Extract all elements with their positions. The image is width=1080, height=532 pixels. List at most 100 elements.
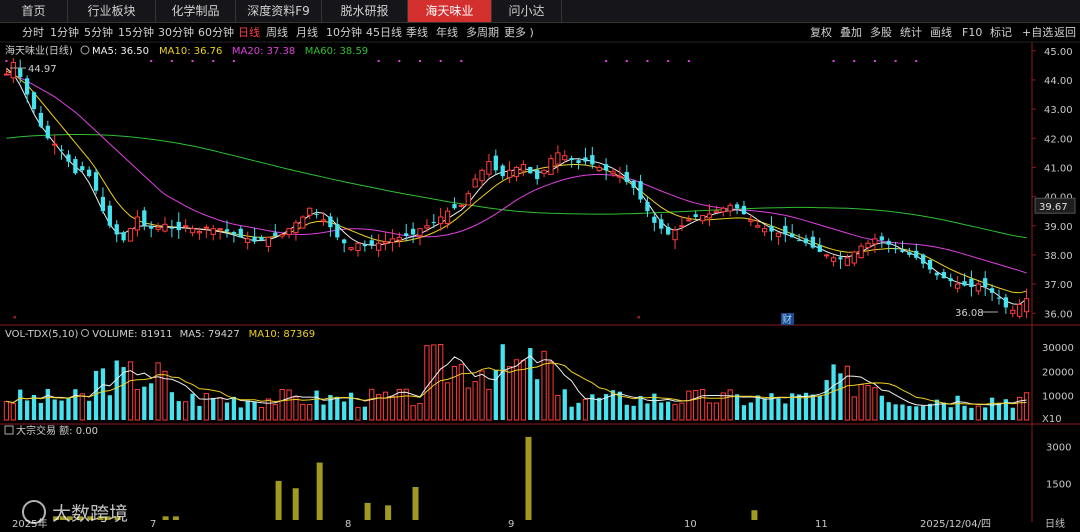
- volume-bar-144: [996, 402, 1002, 420]
- tab-0[interactable]: 首页: [0, 0, 68, 22]
- x-label-7: 日线: [1045, 517, 1065, 530]
- tab-6[interactable]: 问小达: [492, 0, 562, 22]
- ma-legend-0: MA5: 36.50: [92, 46, 149, 57]
- candle-body-121: [838, 257, 843, 260]
- volume-bar-18: [127, 361, 134, 421]
- candle-body-64: [444, 210, 451, 225]
- volume-bar-28: [197, 405, 202, 420]
- period-12[interactable]: 年线: [436, 26, 458, 39]
- y-tick-3: 42.00: [1044, 134, 1073, 145]
- volume-bar-45: [314, 390, 319, 420]
- volume-bar-74: [513, 359, 520, 421]
- volume-bar-40: [279, 388, 285, 421]
- period-10[interactable]: 45日线: [366, 26, 402, 39]
- x-label-6: 2025/12/04/四: [920, 519, 991, 530]
- signal-dot-93: [646, 60, 649, 62]
- tool-5[interactable]: F10: [962, 26, 983, 39]
- volume-bar-17: [121, 367, 126, 420]
- candle-body-27: [189, 228, 196, 234]
- block-trade-bar-13: [364, 502, 371, 520]
- candle-body-3: [24, 78, 30, 95]
- volume-bar-125: [865, 384, 871, 421]
- tab-2[interactable]: 化学制品: [156, 0, 236, 22]
- period-7[interactable]: 周线: [266, 26, 288, 39]
- volume-bar-88: [610, 390, 616, 420]
- volume-bar-15: [107, 395, 112, 420]
- tool-8[interactable]: 返回: [1054, 26, 1076, 39]
- tab-4[interactable]: 脱水研报: [322, 0, 408, 22]
- candle-body-109: [755, 225, 761, 228]
- block-trade-bar-16: [525, 436, 532, 520]
- volume-bar-98: [679, 402, 685, 421]
- volume-bar-90: [624, 404, 629, 420]
- period-5[interactable]: 60分钟: [198, 26, 234, 39]
- candle-body-47: [328, 216, 333, 228]
- volume-bar-129: [893, 404, 898, 420]
- period-0[interactable]: 分时: [22, 26, 44, 39]
- candle-body-142: [983, 278, 988, 287]
- candle-body-120: [830, 257, 837, 262]
- y-tick-4: 41.00: [1044, 163, 1073, 174]
- volume-bar-133: [921, 405, 926, 420]
- candle-body-73: [506, 169, 513, 178]
- volume-bar-5: [38, 402, 44, 420]
- tool-2[interactable]: 多股: [870, 26, 892, 39]
- volume-bar-128: [886, 402, 891, 420]
- candle-body-144: [996, 297, 1002, 299]
- candle-body-63: [438, 216, 444, 225]
- volume-bar-91: [631, 405, 636, 420]
- block-tick-0: 3000: [1046, 443, 1071, 454]
- period-1[interactable]: 1分钟: [50, 26, 79, 39]
- volume-bar-66: [458, 363, 464, 421]
- tab-1[interactable]: 行业板块: [68, 0, 156, 22]
- period-3[interactable]: 15分钟: [118, 26, 154, 39]
- block-trade-bar-12: [316, 462, 323, 520]
- volume-bar-1: [10, 403, 16, 421]
- tab-3[interactable]: 深度资料F9: [236, 0, 322, 22]
- period-4[interactable]: 30分钟: [158, 26, 194, 39]
- period-14[interactable]: 更多 ): [504, 26, 534, 39]
- candle-body-24: [169, 227, 175, 229]
- period-8[interactable]: 月线: [296, 26, 318, 39]
- candle-body-107: [741, 205, 747, 215]
- x-label-5: 11: [815, 519, 828, 530]
- candle-body-66: [458, 204, 464, 207]
- volume-bar-41: [286, 389, 292, 421]
- candle-body-54: [376, 242, 382, 251]
- block-trade-bar-14: [385, 505, 392, 520]
- y-tick-1: 44.00: [1044, 76, 1073, 87]
- volume-bar-14: [100, 368, 106, 420]
- volume-bar-71: [493, 369, 498, 420]
- period-13[interactable]: 多周期: [466, 26, 499, 39]
- candle-body-59: [410, 228, 416, 235]
- volume-bar-21: [149, 383, 154, 420]
- period-11[interactable]: 季线: [406, 26, 428, 39]
- volume-bar-47: [328, 395, 333, 420]
- volume-bar-27: [190, 393, 195, 420]
- tool-6[interactable]: 标记: [990, 26, 1012, 39]
- tool-3[interactable]: 统计: [900, 26, 922, 39]
- candle-body-129: [893, 248, 898, 250]
- candle-body-23: [162, 223, 168, 232]
- period-2[interactable]: 5分钟: [84, 26, 113, 39]
- volume-bar-23: [162, 370, 168, 421]
- top-tab-bar: 首页 行业板块 化学制品 深度资料F9 脱水研报 海天味业 问小达: [0, 0, 1080, 23]
- candle-body-140: [969, 278, 974, 287]
- candle-body-103: [713, 210, 720, 213]
- candle-body-133: [921, 254, 926, 264]
- tab-5[interactable]: 海天味业: [408, 0, 492, 22]
- tool-4[interactable]: 画线: [930, 26, 952, 39]
- tool-1[interactable]: 叠加: [840, 26, 862, 39]
- candle-body-125: [865, 242, 871, 248]
- event-marker-a: ∘: [12, 313, 18, 323]
- volume-bar-55: [382, 391, 389, 421]
- candle-body-113: [783, 225, 788, 235]
- tool-0[interactable]: 复权: [810, 26, 832, 39]
- candle-body-68: [472, 178, 478, 188]
- candle-body-37: [259, 236, 264, 241]
- tool-7[interactable]: +自选: [1022, 26, 1054, 39]
- signal-dot-24: [170, 60, 173, 62]
- period-9[interactable]: 10分钟: [326, 26, 362, 39]
- vol-tick-0: 30000: [1042, 343, 1074, 354]
- period-6[interactable]: 日线: [238, 26, 260, 39]
